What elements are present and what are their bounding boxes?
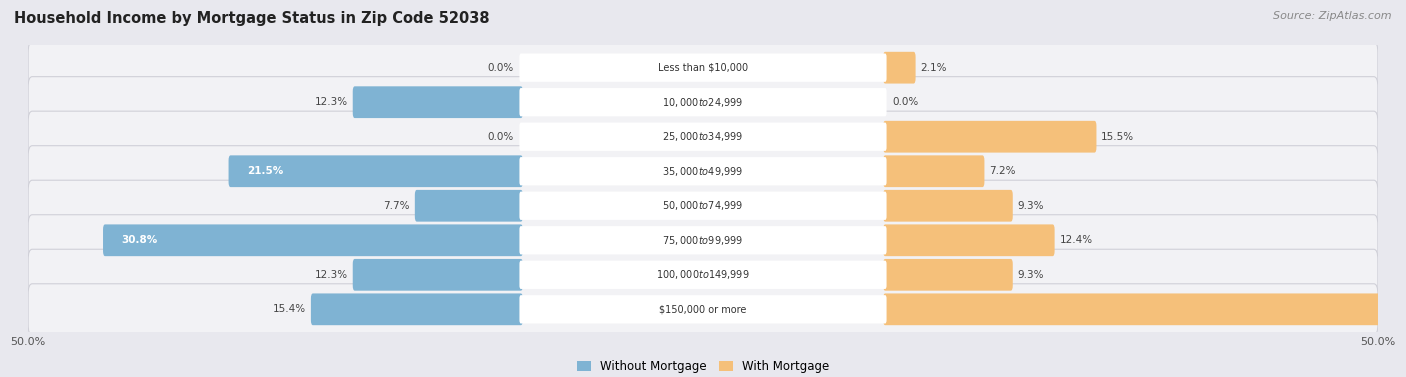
Text: 7.2%: 7.2% [990,166,1015,176]
Text: $150,000 or more: $150,000 or more [659,304,747,314]
Text: 9.3%: 9.3% [1018,270,1045,280]
Text: $25,000 to $34,999: $25,000 to $34,999 [662,130,744,143]
Text: 2.1%: 2.1% [921,63,946,73]
FancyBboxPatch shape [311,293,523,325]
FancyBboxPatch shape [519,88,887,116]
FancyBboxPatch shape [353,86,523,118]
Text: Source: ZipAtlas.com: Source: ZipAtlas.com [1274,11,1392,21]
FancyBboxPatch shape [28,146,1378,197]
Text: Household Income by Mortgage Status in Zip Code 52038: Household Income by Mortgage Status in Z… [14,11,489,26]
FancyBboxPatch shape [28,111,1378,162]
Legend: Without Mortgage, With Mortgage: Without Mortgage, With Mortgage [572,355,834,377]
Text: $100,000 to $149,999: $100,000 to $149,999 [657,268,749,281]
FancyBboxPatch shape [229,155,523,187]
FancyBboxPatch shape [883,259,1012,291]
Text: $35,000 to $49,999: $35,000 to $49,999 [662,165,744,178]
Text: $75,000 to $99,999: $75,000 to $99,999 [662,234,744,247]
Text: $10,000 to $24,999: $10,000 to $24,999 [662,96,744,109]
Text: 0.0%: 0.0% [891,97,918,107]
FancyBboxPatch shape [28,42,1378,93]
Text: 7.7%: 7.7% [384,201,411,211]
FancyBboxPatch shape [519,226,887,254]
Text: 0.0%: 0.0% [488,132,515,142]
Text: 30.8%: 30.8% [121,235,157,245]
FancyBboxPatch shape [519,295,887,323]
Text: 12.3%: 12.3% [315,97,349,107]
Text: 9.3%: 9.3% [1018,201,1045,211]
FancyBboxPatch shape [103,224,523,256]
FancyBboxPatch shape [883,293,1406,325]
Text: 0.0%: 0.0% [488,63,515,73]
Text: 21.5%: 21.5% [247,166,283,176]
FancyBboxPatch shape [883,121,1097,153]
FancyBboxPatch shape [415,190,523,222]
Text: 15.4%: 15.4% [273,304,307,314]
Text: 12.4%: 12.4% [1059,235,1092,245]
FancyBboxPatch shape [28,249,1378,300]
FancyBboxPatch shape [28,215,1378,266]
Text: Less than $10,000: Less than $10,000 [658,63,748,73]
FancyBboxPatch shape [519,54,887,82]
FancyBboxPatch shape [883,190,1012,222]
FancyBboxPatch shape [519,157,887,185]
Text: $50,000 to $74,999: $50,000 to $74,999 [662,199,744,212]
FancyBboxPatch shape [883,224,1054,256]
Text: 12.3%: 12.3% [315,270,349,280]
FancyBboxPatch shape [519,123,887,151]
FancyBboxPatch shape [519,261,887,289]
FancyBboxPatch shape [28,77,1378,128]
FancyBboxPatch shape [519,192,887,220]
FancyBboxPatch shape [883,52,915,84]
FancyBboxPatch shape [883,155,984,187]
Text: 15.5%: 15.5% [1101,132,1135,142]
FancyBboxPatch shape [28,180,1378,231]
FancyBboxPatch shape [28,284,1378,335]
FancyBboxPatch shape [353,259,523,291]
